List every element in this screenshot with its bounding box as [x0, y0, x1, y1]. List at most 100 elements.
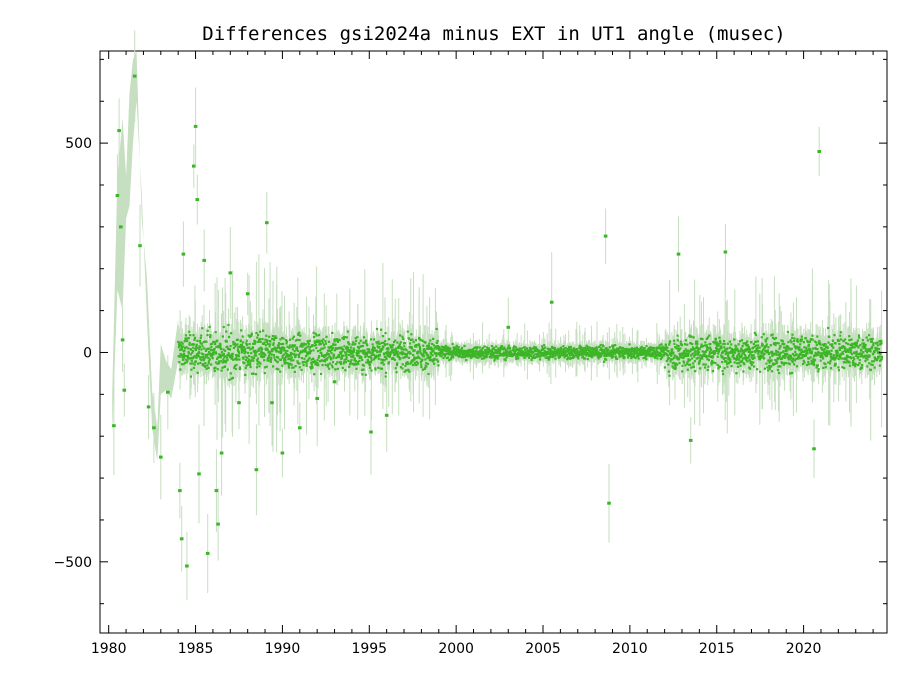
data-point: [409, 342, 412, 345]
data-point: [386, 354, 390, 357]
data-point: [365, 361, 368, 364]
data-point: [212, 340, 215, 343]
data-point: [425, 353, 428, 356]
data-point: [405, 353, 409, 356]
data-point: [189, 362, 192, 365]
data-point: [427, 344, 430, 348]
data-point: [334, 338, 337, 341]
data-point: [319, 343, 322, 346]
data-point: [264, 338, 267, 341]
data-point: [310, 361, 313, 364]
data-point: [288, 346, 291, 349]
data-point: [473, 350, 476, 353]
data-point: [378, 353, 381, 356]
data-point: [242, 361, 245, 364]
data-point: [205, 367, 208, 370]
data-point: [331, 366, 334, 369]
data-point: [480, 348, 483, 351]
data-point: [342, 348, 345, 351]
data-point: [303, 357, 306, 360]
data-point: [475, 356, 479, 359]
data-point: [480, 357, 484, 360]
data-point: [373, 338, 376, 341]
data-point: [253, 342, 256, 345]
data-point: [426, 357, 429, 360]
data-point: [199, 342, 202, 345]
data-point: [469, 353, 472, 356]
data-point: [298, 352, 302, 355]
data-point: [218, 355, 221, 359]
data-point: [482, 354, 485, 357]
data-point: [183, 361, 187, 364]
data-point: [246, 346, 249, 349]
data-point: [252, 359, 255, 362]
data-point: [350, 352, 353, 355]
data-point: [396, 341, 399, 344]
data-point: [312, 349, 315, 352]
data-point: [299, 350, 302, 353]
data-point: [196, 339, 199, 342]
data-point: [227, 352, 230, 355]
data-point: [445, 347, 448, 350]
data-point: [369, 366, 372, 369]
data-point: [382, 341, 385, 344]
data-point: [191, 362, 194, 365]
data-point: [331, 346, 334, 349]
data-point: [262, 342, 265, 345]
data-point: [315, 346, 318, 350]
data-point: [186, 339, 189, 343]
data-point: [216, 356, 219, 359]
data-point: [395, 371, 398, 374]
data-point: [314, 363, 317, 366]
data-point: [177, 355, 180, 358]
data-point: [434, 346, 437, 349]
data-point: [422, 351, 425, 354]
data-point: [433, 347, 436, 350]
data-point: [473, 346, 476, 350]
data-point: [487, 352, 490, 355]
data-point: [405, 349, 408, 352]
data-point: [500, 345, 504, 348]
data-point: [293, 350, 296, 353]
data-point: [301, 343, 304, 346]
data-point: [471, 352, 474, 355]
data-point: [181, 342, 184, 345]
data-point: [270, 353, 273, 356]
data-point: [339, 361, 342, 364]
data-point: [229, 355, 232, 358]
data-point: [417, 350, 420, 353]
data-point: [281, 355, 284, 358]
data-point: [232, 358, 235, 361]
data-point: [395, 347, 398, 350]
data-point: [267, 359, 270, 362]
data-point: [269, 340, 272, 343]
data-point: [304, 349, 307, 352]
data-point: [361, 349, 364, 352]
data-point: [302, 364, 305, 367]
data-point: [379, 350, 382, 353]
data-point: [314, 361, 317, 364]
data-point: [272, 353, 275, 357]
data-point: [233, 364, 237, 368]
data-point: [213, 347, 216, 350]
data-point: [465, 359, 468, 362]
data-point: [318, 339, 321, 342]
data-point: [475, 350, 478, 353]
data-point: [200, 352, 204, 355]
data-point: [203, 347, 206, 350]
data-point: [387, 362, 390, 365]
data-point: [351, 352, 354, 355]
data-point: [343, 336, 346, 339]
data-point: [421, 355, 424, 358]
data-point: [231, 355, 234, 358]
data-point: [211, 357, 214, 360]
data-point: [248, 335, 251, 338]
data-point: [179, 368, 182, 371]
data-point: [380, 358, 383, 361]
data-point: [248, 342, 251, 346]
data-point: [190, 359, 193, 362]
data-point: [349, 349, 352, 352]
data-point: [474, 355, 477, 358]
data-point: [278, 342, 281, 345]
data-point: [182, 345, 185, 348]
